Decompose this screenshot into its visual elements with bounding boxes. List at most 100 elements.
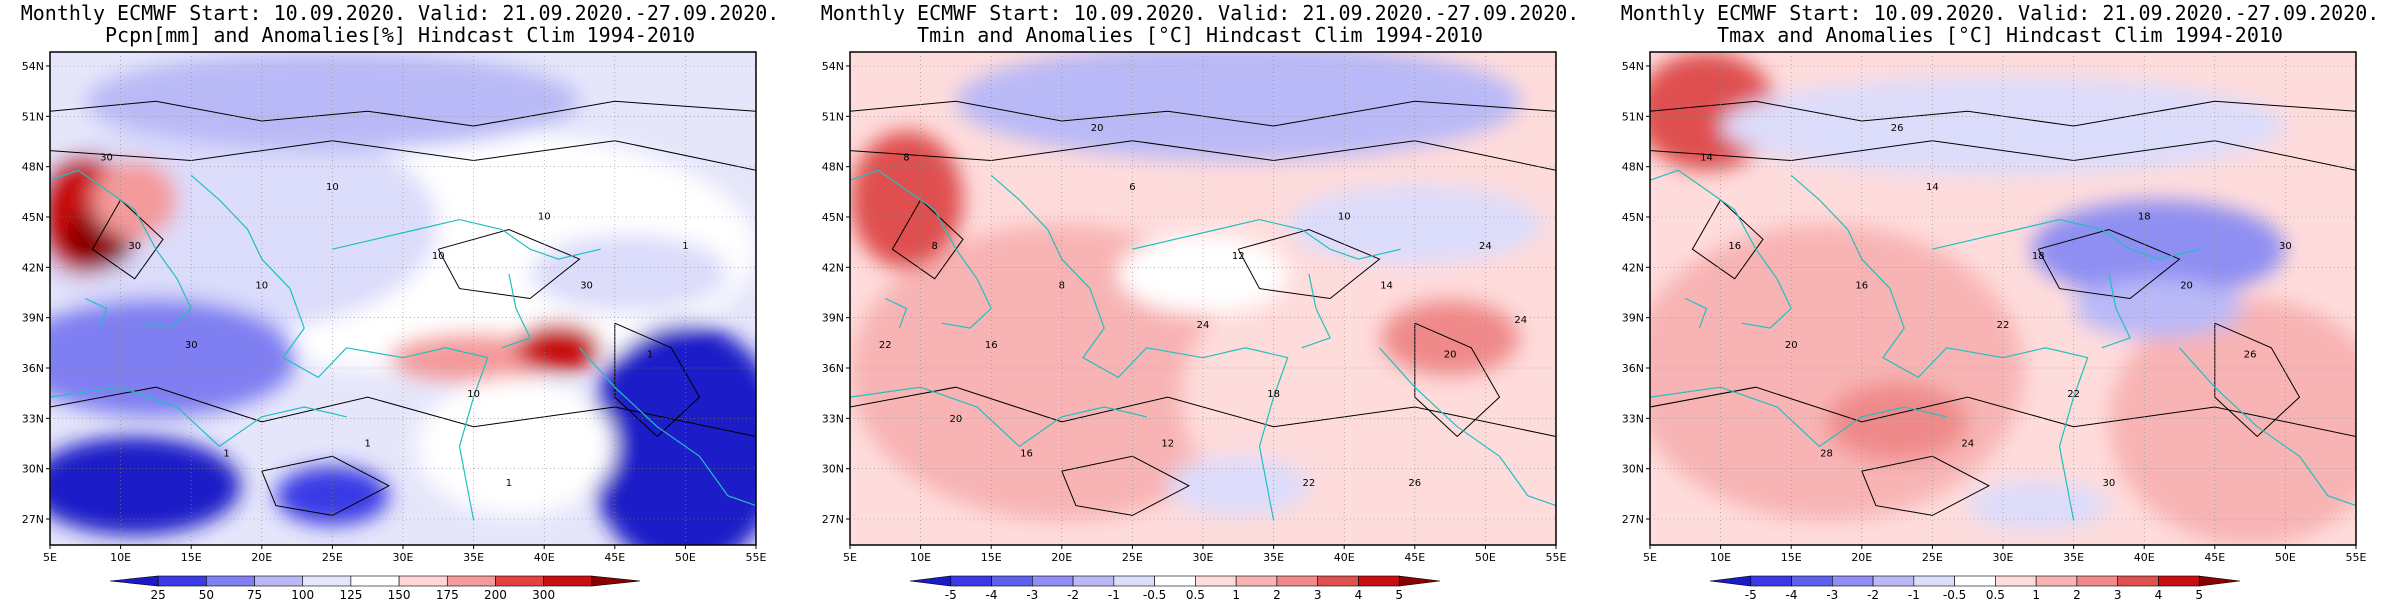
contour-label: 10 — [538, 212, 551, 223]
colorbar-swatch — [2076, 575, 2118, 587]
colorbar-label: -1 — [1108, 588, 1120, 600]
contour-label: 14 — [1926, 182, 1939, 193]
anomaly-field: 14 16 14 16 18 18 20 20 22 24 26 28 30 30 26 22 — [1650, 52, 2356, 545]
colorbar-swatch — [1154, 575, 1196, 587]
lon-tick-label: 15E — [1781, 551, 1802, 564]
contour-line — [1650, 140, 2356, 171]
lon-tick-label: 50E — [1475, 551, 1496, 564]
colorbar-label: 100 — [291, 588, 314, 600]
lon-tick-label: 40E — [534, 551, 555, 564]
lon-tick-label: 10E — [110, 551, 131, 564]
contour-label: 24 — [1514, 315, 1527, 326]
coastline — [850, 169, 992, 329]
colorbar-label: 75 — [247, 588, 262, 600]
colorbar-label: -2 — [1867, 588, 1879, 600]
contour-label: 26 — [2244, 350, 2257, 361]
lat-tick-label: 30N — [22, 463, 44, 476]
contour-line — [1061, 455, 1190, 516]
colorbar-label: 5 — [2195, 588, 2203, 600]
colorbar-label: 2 — [2073, 588, 2081, 600]
colorbar-label: 4 — [2155, 588, 2163, 600]
colorbar-label: -3 — [1026, 588, 1038, 600]
colorbar-label: -0.5 — [1943, 588, 1966, 600]
lon-tick-label: 45E — [1404, 551, 1425, 564]
contour-label: 14 — [1700, 152, 1713, 163]
contour-label: 8 — [1059, 281, 1065, 292]
colorbar-label: -0.5 — [1143, 588, 1166, 600]
coastline — [1650, 169, 1792, 329]
lon-tick-label: 55E — [2346, 551, 2367, 564]
lon-tick-label: 30E — [393, 551, 414, 564]
lon-tick-label: 55E — [1546, 551, 1567, 564]
anomaly-region — [50, 436, 241, 536]
contour-label: 16 — [1728, 241, 1741, 252]
lat-tick-label: 54N — [22, 60, 44, 73]
contour-label: 6 — [1129, 182, 1135, 193]
colorbar-swatch — [2117, 575, 2159, 587]
colorbar-label: 1 — [2032, 588, 2040, 600]
contour-line — [50, 386, 756, 437]
lat-tick-label: 48N — [822, 161, 844, 174]
contour-label: 1 — [506, 478, 512, 489]
panel-title-line1: Monthly ECMWF Start: 10.09.2020. Valid: … — [820, 1, 1580, 25]
lat-tick-label: 42N — [1622, 261, 1644, 274]
lat-tick-label: 39N — [22, 312, 44, 325]
coastline — [50, 169, 192, 329]
panel-title-line2: Tmin and Anomalies [°C] Hindcast Clim 19… — [917, 23, 1483, 47]
anomaly-region — [417, 377, 615, 516]
anomaly-region — [1379, 298, 1521, 378]
colorbar-swatch — [1832, 575, 1874, 587]
colorbar-label: 300 — [532, 588, 555, 600]
anomaly-region — [2108, 298, 2356, 545]
lat-tick-label: 30N — [822, 463, 844, 476]
lat-tick-label: 27N — [822, 513, 844, 526]
colorbar-swatch — [1709, 575, 1752, 587]
contour-label: 18 — [2032, 251, 2045, 262]
lat-tick-label: 42N — [822, 261, 844, 274]
panel-precipitation: Monthly ECMWF Start: 10.09.2020. Valid: … — [0, 0, 800, 600]
colorbar-swatch — [991, 575, 1033, 587]
lon-tick-label: 5E — [1643, 551, 1657, 564]
contour-label: 10 — [1338, 212, 1351, 223]
colorbar-label: 150 — [388, 588, 411, 600]
colorbar-label: 5 — [1395, 588, 1403, 600]
contour-label: 14 — [1380, 281, 1393, 292]
colorbar-label: 1 — [1232, 588, 1240, 600]
contour-line — [1861, 455, 1990, 516]
lat-tick-label: 36N — [1622, 362, 1644, 375]
contour-label: 10 — [432, 251, 445, 262]
anomaly-region — [586, 323, 756, 545]
colorbar: -5 -4 -3 -2 -1 -0.5 0.5 1 2 3 4 5 — [1709, 575, 2241, 600]
lon-tick-label: 55E — [746, 551, 767, 564]
lat-tick-label: 54N — [822, 60, 844, 73]
coastline — [850, 386, 1147, 448]
lat-tick-label: 51N — [22, 110, 44, 123]
coastline — [990, 174, 1147, 379]
lon-tick-label: 40E — [2134, 551, 2155, 564]
colorbar-swatch — [909, 575, 952, 587]
anomaly-region — [85, 52, 580, 151]
lat-tick-label: 48N — [22, 161, 44, 174]
panel-title-line1: Monthly ECMWF Start: 10.09.2020. Valid: … — [20, 1, 780, 25]
contour-line — [1237, 228, 1381, 300]
lon-tick-label: 20E — [251, 551, 272, 564]
colorbar-swatch — [2158, 575, 2200, 587]
coastline — [346, 347, 489, 521]
anomaly-region — [1967, 480, 2109, 531]
lon-tick-label: 40E — [1334, 551, 1355, 564]
coastline — [50, 386, 347, 448]
contour-label: 20 — [1444, 350, 1457, 361]
colorbar-swatch — [2035, 575, 2078, 587]
lon-tick-label: 30E — [1993, 551, 2014, 564]
colorbar-swatch — [1913, 575, 1955, 587]
colorbar-swatch — [1995, 575, 2037, 587]
colorbar-swatch — [591, 575, 641, 587]
colorbar-swatch — [1032, 575, 1074, 587]
colorbar: -5 -4 -3 -2 -1 -0.5 0.5 1 2 3 4 5 — [909, 575, 1441, 600]
anomaly-field: 8 8 6 8 12 10 14 16 18 12 20 16 22 24 20 24 20 26 22 24 — [850, 52, 1556, 545]
contour-label: 30 — [100, 152, 113, 163]
lat-tick-label: 51N — [822, 110, 844, 123]
anomaly-region — [50, 298, 298, 417]
colorbar-label: 2 — [1273, 588, 1281, 600]
contour-line — [437, 228, 581, 300]
